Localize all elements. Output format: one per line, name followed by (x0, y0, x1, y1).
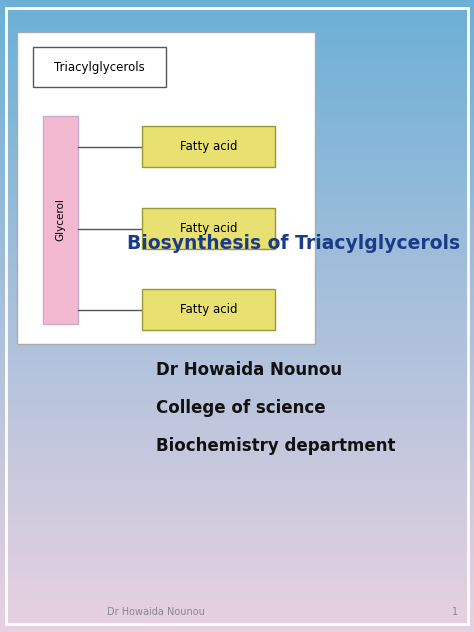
FancyBboxPatch shape (17, 32, 315, 344)
FancyBboxPatch shape (142, 289, 275, 330)
Text: Triacylglycerols: Triacylglycerols (54, 61, 145, 74)
FancyBboxPatch shape (33, 47, 166, 87)
Text: Dr Howaida Nounou: Dr Howaida Nounou (108, 607, 205, 617)
FancyBboxPatch shape (142, 126, 275, 167)
Text: 1: 1 (452, 607, 458, 617)
FancyBboxPatch shape (43, 116, 78, 324)
Text: College of science: College of science (156, 399, 326, 416)
Text: Biosynthesis of Triacylglycerols: Biosynthesis of Triacylglycerols (128, 234, 460, 253)
Text: Fatty acid: Fatty acid (180, 140, 237, 153)
Text: Fatty acid: Fatty acid (180, 303, 237, 316)
Text: Dr Howaida Nounou: Dr Howaida Nounou (156, 361, 343, 379)
Text: Biochemistry department: Biochemistry department (156, 437, 396, 454)
FancyBboxPatch shape (142, 208, 275, 249)
Text: Glycerol: Glycerol (55, 198, 65, 241)
Text: Fatty acid: Fatty acid (180, 222, 237, 235)
